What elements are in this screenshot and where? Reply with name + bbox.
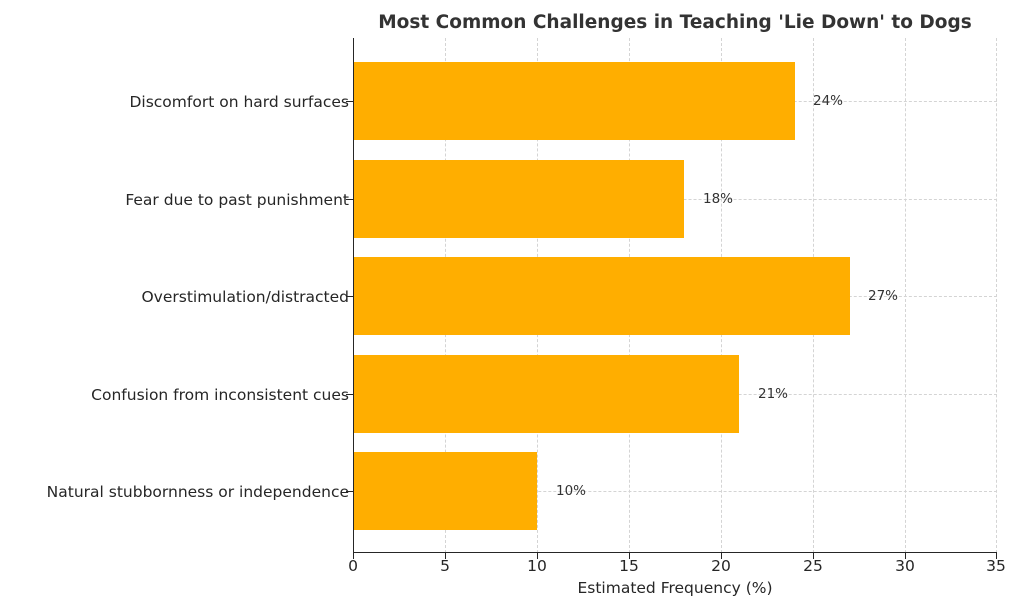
grid-line-y-4 (353, 491, 997, 492)
y-tick-label: Discomfort on hard surfaces (129, 93, 349, 111)
x-tick (996, 553, 998, 559)
chart-title: Most Common Challenges in Teaching 'Lie … (378, 12, 972, 33)
x-axis-title: Estimated Frequency (%) (577, 579, 773, 597)
value-label: 10% (556, 483, 587, 499)
x-tick-label: 5 (440, 557, 450, 575)
grid-line-x-30 (905, 38, 906, 553)
y-tick-label: Natural stubbornness or independence (46, 483, 349, 501)
y-tick (346, 199, 353, 201)
x-tick (629, 553, 631, 559)
value-label: 27% (868, 288, 899, 304)
x-tick (353, 553, 355, 559)
y-axis-line (353, 38, 355, 553)
x-tick-label: 15 (619, 557, 639, 575)
x-tick-label: 20 (711, 557, 731, 575)
x-tick-label: 30 (895, 557, 915, 575)
bar-confusion-inconsistent-cues (353, 355, 739, 433)
y-tick-label: Fear due to past punishment (125, 191, 349, 209)
x-tick-label: 10 (527, 557, 547, 575)
bar-discomfort-hard-surfaces (353, 62, 795, 140)
value-label: 18% (703, 191, 734, 207)
value-label: 24% (813, 93, 844, 109)
x-tick-label: 0 (348, 557, 358, 575)
x-tick (905, 553, 907, 559)
x-axis-line (353, 551, 997, 553)
bar-overstimulation (353, 257, 850, 335)
y-tick-label: Confusion from inconsistent cues (91, 386, 349, 404)
x-tick (537, 553, 539, 559)
y-tick-label: Overstimulation/distracted (141, 288, 349, 306)
y-tick (346, 394, 353, 396)
grid-line-x-35 (996, 38, 997, 553)
x-tick (721, 553, 723, 559)
y-tick (346, 491, 353, 493)
x-tick (813, 553, 815, 559)
x-tick-label: 35 (986, 557, 1006, 575)
plot-area: 24% 18% 27% 21% 10% (353, 38, 997, 553)
bar-natural-stubbornness (353, 452, 537, 530)
y-tick (346, 101, 353, 103)
bar-fear-past-punishment (353, 160, 684, 238)
x-tick (445, 553, 447, 559)
y-tick (346, 296, 353, 298)
x-tick-label: 25 (803, 557, 823, 575)
value-label: 21% (758, 386, 789, 402)
